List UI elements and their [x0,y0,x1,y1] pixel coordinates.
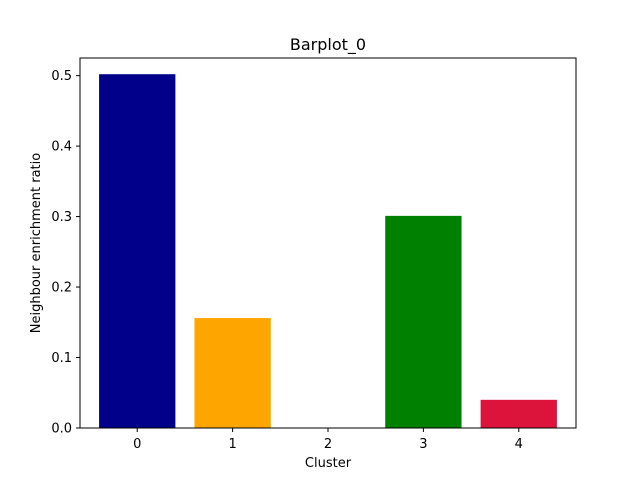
bar-cluster-4 [480,399,557,428]
y-tick-label: 0.3 [51,210,72,225]
y-tick-label: 0.0 [51,422,72,437]
y-tick-label: 0.4 [51,140,72,155]
y-axis-label: Neighbour enrichment ratio [29,153,44,333]
x-tick-label: 4 [515,437,523,452]
x-tick-label: 1 [228,437,236,452]
x-tick-label: 2 [324,437,332,452]
y-tick-label: 0.5 [51,69,72,84]
x-axis-label: Cluster [305,456,352,471]
chart-title: Barplot_0 [290,35,366,55]
bar-cluster-3 [385,215,462,428]
bars-layer [99,74,557,428]
bar-cluster-0 [99,74,176,428]
x-axis-ticks: 0 1 2 3 4 [133,428,523,452]
bar-cluster-1 [194,318,271,428]
x-tick-label: 0 [133,437,141,452]
y-tick-label: 0.2 [51,281,72,296]
x-tick-label: 3 [419,437,427,452]
y-axis-ticks: 0.0 0.1 0.2 0.3 0.4 0.5 [51,69,80,437]
y-tick-label: 0.1 [51,351,72,366]
